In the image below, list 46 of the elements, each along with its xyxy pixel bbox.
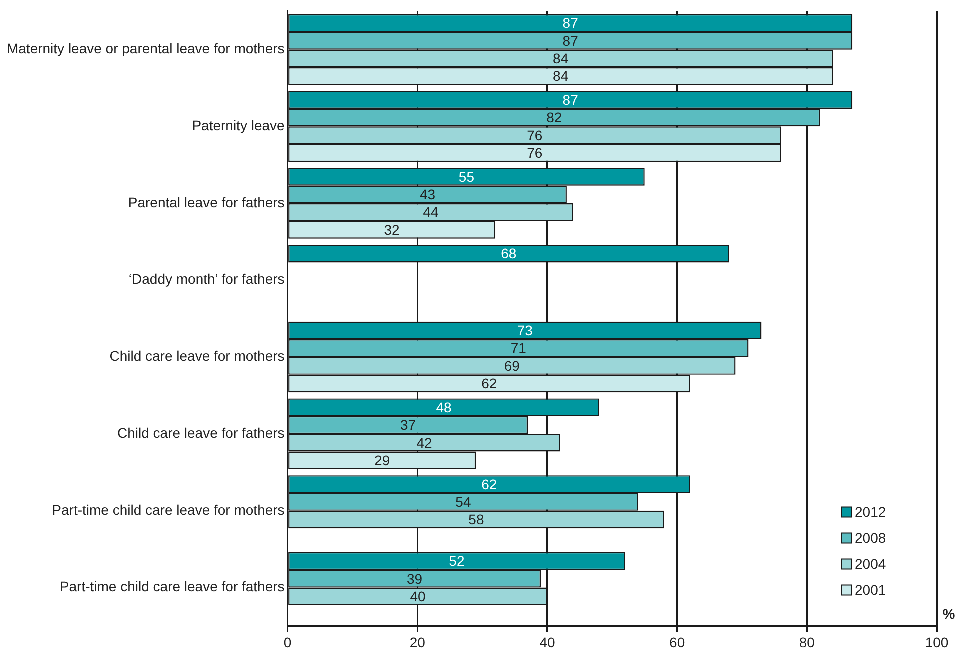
y-tick-label: Part-time child care leave for mothers [52, 502, 285, 518]
data-label: 62 [482, 476, 498, 492]
legend-label: 2008 [855, 530, 886, 546]
data-label: 71 [510, 340, 527, 356]
data-label: 48 [436, 399, 452, 416]
data-label: 58 [468, 512, 484, 528]
x-tick-label: 80 [799, 634, 816, 650]
data-label: 54 [456, 494, 472, 510]
legend-label: 2004 [855, 556, 886, 572]
x-tick-label: 60 [670, 634, 686, 650]
data-label: 42 [416, 434, 433, 451]
data-label: 55 [458, 168, 475, 185]
x-axis-title: % [942, 606, 956, 622]
y-tick-label: Maternity leave or parental leave for mothers [6, 40, 285, 57]
data-label: 68 [501, 246, 517, 262]
data-label: 87 [562, 15, 579, 32]
legend-label: 2001 [855, 582, 886, 598]
data-label: 43 [420, 186, 436, 203]
data-label: 52 [449, 553, 465, 570]
y-tick-label: Part-time child care leave for fathers [60, 578, 285, 595]
data-label: 32 [384, 222, 400, 238]
data-label: 40 [410, 588, 426, 604]
y-tick-label: Paternity leave [192, 118, 286, 134]
y-tick-label: Parental leave for fathers [128, 194, 285, 210]
data-label: 82 [546, 110, 562, 126]
data-label: 84 [553, 50, 569, 67]
x-tick-label: 0 [284, 634, 292, 650]
data-label: 87 [562, 92, 579, 108]
y-tick-label: Child care leave for fathers [117, 424, 285, 441]
data-label: 39 [406, 570, 423, 587]
data-label: 69 [504, 358, 520, 374]
data-label: 76 [527, 127, 543, 144]
data-label: 29 [374, 452, 390, 468]
data-label: 44 [423, 204, 439, 220]
data-label: 62 [482, 376, 498, 392]
y-tick-label: ‘Daddy month’ for fathers [128, 271, 285, 288]
x-tick-label: 40 [540, 634, 556, 650]
data-label: 37 [400, 417, 416, 434]
y-tick-label: Child care leave for mothers [110, 348, 285, 364]
x-tick-label: 100 [925, 634, 949, 650]
x-tick-label: 20 [410, 634, 426, 650]
data-label: 73 [517, 322, 534, 339]
data-label: 84 [553, 68, 569, 84]
data-label: 87 [562, 32, 579, 49]
legend-label: 2012 [855, 504, 886, 520]
data-label: 76 [527, 145, 543, 162]
